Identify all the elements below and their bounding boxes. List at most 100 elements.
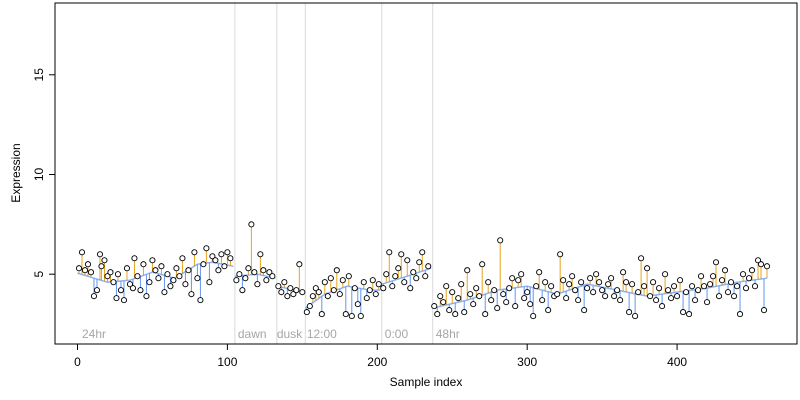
data-point [464, 267, 471, 274]
data-point [266, 269, 273, 276]
data-point [117, 287, 125, 294]
data-point [659, 303, 666, 310]
data-point [129, 285, 136, 292]
y-axis-title: Expression [9, 143, 23, 202]
data-point [380, 285, 387, 292]
data-point [386, 249, 393, 256]
data-point [278, 289, 285, 296]
data-point [572, 287, 579, 294]
section-label: 48hr [436, 327, 460, 341]
data-point [638, 255, 645, 262]
data-point [392, 273, 399, 280]
data-point [644, 265, 651, 272]
data-point [81, 267, 89, 274]
data-point [527, 301, 534, 308]
data-point [470, 301, 477, 308]
data-point [614, 287, 621, 294]
data-point [257, 251, 264, 258]
data-point [206, 279, 213, 286]
data-point [668, 295, 675, 302]
data-point [707, 281, 714, 288]
data-point [281, 279, 288, 286]
data-point [363, 295, 370, 302]
data-point [296, 261, 303, 268]
data-point [524, 289, 531, 296]
y-tick-label: 15 [32, 68, 46, 82]
data-point [416, 259, 423, 266]
y-axis: 5 10 15 [32, 68, 56, 278]
data-point [704, 299, 711, 306]
data-point [560, 277, 567, 284]
data-point [467, 291, 474, 298]
data-point [293, 287, 300, 294]
data-point [339, 277, 346, 284]
section-label: dawn [238, 327, 267, 341]
data-point [215, 267, 222, 274]
data-point [260, 267, 267, 274]
data-point [173, 265, 180, 272]
data-point [372, 291, 379, 298]
section-label: 12:00 [307, 327, 337, 341]
data-point [360, 279, 367, 286]
section-labels: 24hr dawn dusk 12:00 0:00 48hr [82, 327, 460, 341]
data-point [434, 311, 441, 318]
data-point [251, 269, 258, 276]
data-point [143, 293, 150, 300]
x-axis-title: Sample index [390, 375, 463, 389]
data-point [584, 285, 591, 292]
data-point [351, 285, 358, 292]
data-point [354, 301, 361, 308]
data-point [632, 313, 639, 320]
data-point [185, 267, 192, 274]
data-point [509, 275, 516, 282]
data-point [488, 297, 495, 304]
data-point [581, 307, 588, 314]
data-point [736, 311, 744, 318]
data-point [227, 255, 234, 262]
data-point [635, 289, 642, 296]
data-point [719, 277, 726, 284]
data-point [236, 271, 243, 278]
data-point [515, 277, 522, 284]
data-point [395, 265, 402, 272]
data-point [84, 261, 92, 268]
data-point [194, 275, 201, 282]
data-point [587, 275, 594, 282]
data-point [617, 297, 624, 304]
data-point [75, 265, 83, 272]
data-point [754, 257, 762, 264]
data-point [78, 249, 86, 256]
data-point [599, 287, 606, 294]
data-point [315, 289, 322, 296]
data-point [182, 281, 189, 288]
data-point [721, 267, 729, 274]
x-tick-label: 300 [517, 355, 537, 369]
y-tick-label: 10 [32, 168, 46, 182]
data-point [161, 289, 168, 296]
data-point [608, 275, 615, 282]
data-point [114, 271, 122, 278]
data-point [284, 293, 291, 300]
data-point [413, 275, 420, 282]
data-point [692, 297, 699, 304]
data-point [742, 285, 750, 292]
data-point [239, 287, 246, 294]
data-point [593, 271, 600, 278]
data-point [482, 311, 489, 318]
data-point [683, 289, 690, 296]
data-point [530, 313, 537, 320]
data-point [665, 287, 672, 294]
data-point [263, 277, 270, 284]
data-point [179, 255, 186, 262]
data-point [554, 291, 561, 298]
data-point [107, 269, 114, 276]
data-point [342, 311, 349, 318]
data-point [290, 291, 297, 298]
data-point [455, 295, 462, 302]
baseline-fit-line [304, 285, 381, 309]
data-point [90, 293, 98, 300]
data-point [686, 311, 693, 318]
data-point [695, 287, 702, 294]
data-point [357, 313, 364, 320]
